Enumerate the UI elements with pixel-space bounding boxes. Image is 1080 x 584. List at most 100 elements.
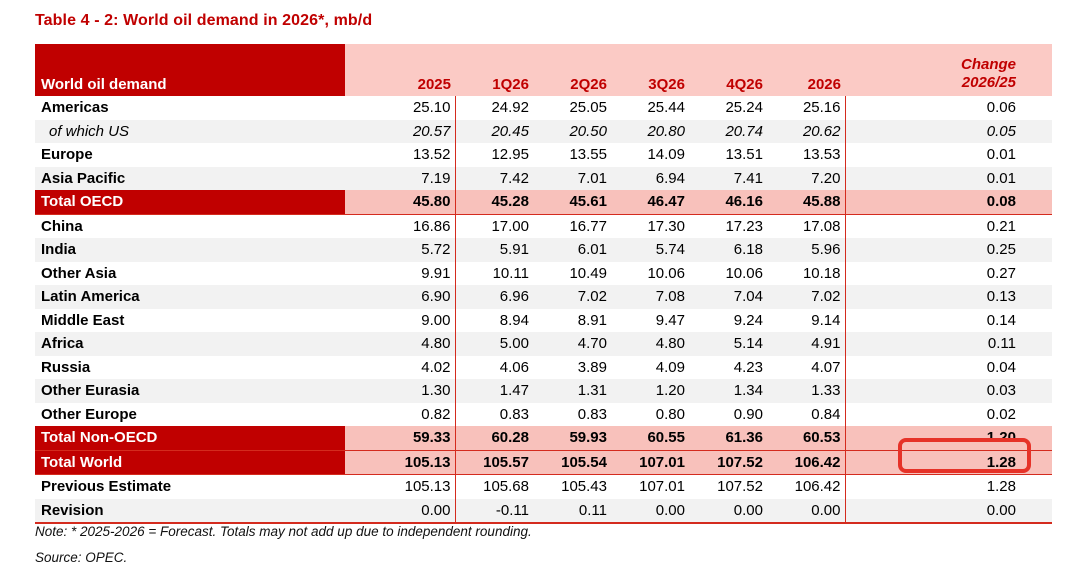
cell-total-world-1q26: 105.57 [455,450,533,475]
cell-of-which-us-2026: 20.62 [767,119,846,143]
cell-americas-2026: 25.16 [767,96,846,120]
row-label-revision: Revision [35,498,345,524]
cell-revision-2026: 0.00 [767,498,846,524]
cell-other-asia-3q26: 10.06 [647,264,685,282]
cell-other-europe-3q26: 0.80 [655,405,685,423]
cell-of-which-us-3q26: 20.80 [611,119,689,143]
cell-previous-estimate-2q26: 105.43 [561,478,607,496]
cell-india-2025: 5.72 [345,238,456,262]
cell-middle-east-2026: 9.14 [767,308,846,332]
cell-china-2026: 17.08 [767,214,846,238]
table-row: Asia Pacific 7.19 7.42 7.01 6.94 7.41 7.20 0.01 [35,166,1052,190]
cell-other-europe-change: 0.02 [986,405,1016,423]
table-row: Africa 4.80 5.00 4.70 4.80 5.14 4.91 0.11 [35,332,1052,356]
cell-of-which-us-change: 0.05 [845,119,1052,143]
cell-other-eurasia-change: 0.03 [845,379,1052,403]
header-change-line2: 2026/25 [961,74,1016,92]
cell-latin-america-2025: 6.90 [345,285,456,309]
cell-europe-3q26: 14.09 [647,146,685,164]
cell-latin-america-3q26: 7.08 [611,285,689,309]
row-label-previous-estimate: Previous Estimate [41,478,172,496]
row-label-latin-america: Latin America [35,285,345,309]
cell-other-eurasia-3q26: 1.20 [611,379,689,403]
cell-africa-1q26: 5.00 [455,332,533,356]
row-label-americas: Americas [41,99,109,117]
cell-india-2q26: 6.01 [533,238,611,262]
cell-total-oecd-2q26: 45.61 [533,190,611,215]
table-row: Middle East 9.00 8.94 8.91 9.47 9.24 9.14 0.14 [35,308,1052,332]
cell-middle-east-2025: 9.00 [345,308,456,332]
cell-latin-america-1q26: 6.96 [455,285,533,309]
cell-latin-america-change: 0.13 [845,285,1052,309]
cell-other-eurasia-2q26: 1.31 [533,379,611,403]
cell-previous-estimate-change: 1.28 [986,478,1016,496]
row-label-of-which-us: of which US [35,119,345,143]
table-row: of which US 20.57 20.45 20.50 20.80 20.74 20.6… [35,119,1052,143]
note-line: Note: * 2025-2026 = Forecast. Totals may… [35,524,532,539]
header-2q26: 2Q26 [533,44,611,96]
cell-russia-2026: 4.07 [767,355,846,379]
table-row: Total OECD 45.80 45.28 45.61 46.47 46.16 45.88… [35,190,1052,215]
table-row: Americas 25.10 24.92 25.05 25.44 25.24 25.16 0.… [35,96,1052,120]
table-row: Other Europe 0.82 0.83 0.83 0.80 0.90 0.84 0.02 [35,402,1052,426]
highlight-box-total-world-change [898,438,1031,473]
cell-other-eurasia-2026: 1.33 [767,379,846,403]
cell-other-europe-2q26: 0.83 [577,405,607,423]
cell-asia-pacific-2026: 7.20 [767,166,846,190]
cell-americas-2q26: 25.05 [569,99,607,117]
header-world-oil-demand: World oil demand [35,44,345,96]
cell-other-europe-2025: 0.82 [345,402,456,426]
table-row: Other Asia 9.91 10.11 10.49 10.06 10.06 10.18 0… [35,261,1052,285]
cell-previous-estimate-2025: 105.13 [345,474,456,499]
cell-total-non-oecd-3q26: 60.55 [611,426,689,451]
cell-russia-2q26: 3.89 [577,358,607,376]
cell-europe-2026: 13.53 [767,143,846,167]
table-body: Americas 25.10 24.92 25.05 25.44 25.24 25.16 0.… [35,96,1052,524]
cell-other-asia-1q26: 10.11 [492,264,529,282]
cell-middle-east-3q26: 9.47 [655,311,685,329]
table-header-row: World oil demand 2025 1Q26 2Q26 3Q26 4Q2… [35,44,1052,96]
cell-africa-3q26: 4.80 [611,332,689,356]
cell-revision-4q26: 0.00 [689,498,767,524]
cell-previous-estimate-1q26: 105.68 [483,478,529,496]
cell-india-change: 0.25 [845,238,1052,262]
header-change-line1: Change [960,55,1016,73]
cell-total-oecd-4q26: 46.16 [689,190,767,215]
table-row: Latin America 6.90 6.96 7.02 7.08 7.04 7.02 0.1… [35,285,1052,309]
cell-total-world-2q26: 105.54 [533,450,611,475]
cell-total-non-oecd-2025: 59.33 [345,426,456,451]
cell-europe-1q26: 12.95 [491,146,529,164]
cell-other-europe-2026: 0.84 [767,402,846,426]
cell-previous-estimate-4q26: 107.52 [717,478,763,496]
table-row: Revision 0.00 -0.11 0.11 0.00 0.00 0.00 0.00 [35,498,1052,524]
cell-revision-1q26: -0.11 [455,498,533,524]
cell-europe-2q26: 13.55 [569,146,607,164]
row-label-africa: Africa [35,332,345,356]
cell-india-4q26: 6.18 [689,238,767,262]
cell-revision-2q26: 0.11 [533,498,611,524]
cell-other-asia-change: 0.27 [986,264,1016,282]
row-label-total-non-oecd: Total Non-OECD [35,426,345,451]
cell-russia-3q26: 4.09 [655,358,685,376]
cell-asia-pacific-3q26: 6.94 [611,166,689,190]
cell-total-oecd-2026: 45.88 [767,190,846,215]
table-row: India 5.72 5.91 6.01 5.74 6.18 5.96 0.25 [35,238,1052,262]
cell-china-3q26: 17.30 [647,217,685,235]
cell-of-which-us-4q26: 20.74 [689,119,767,143]
cell-europe-change: 0.01 [986,146,1016,164]
row-label-india: India [35,238,345,262]
cell-total-world-3q26: 107.01 [611,450,689,475]
cell-other-asia-4q26: 10.06 [725,264,763,282]
cell-of-which-us-1q26: 20.45 [455,119,533,143]
cell-latin-america-4q26: 7.04 [689,285,767,309]
row-label-total-oecd: Total OECD [35,190,345,215]
cell-previous-estimate-3q26: 107.01 [639,478,685,496]
row-label-other-europe: Other Europe [41,405,137,423]
cell-asia-pacific-4q26: 7.41 [689,166,767,190]
table-row: China 16.86 17.00 16.77 17.30 17.23 17.08 0.21 [35,214,1052,238]
cell-total-oecd-2025: 45.80 [345,190,456,215]
world-oil-demand-table: World oil demand 2025 1Q26 2Q26 3Q26 4Q2… [35,44,1052,524]
cell-russia-change: 0.04 [986,358,1016,376]
cell-middle-east-1q26: 8.94 [499,311,529,329]
header-4q26: 4Q26 [689,44,767,96]
